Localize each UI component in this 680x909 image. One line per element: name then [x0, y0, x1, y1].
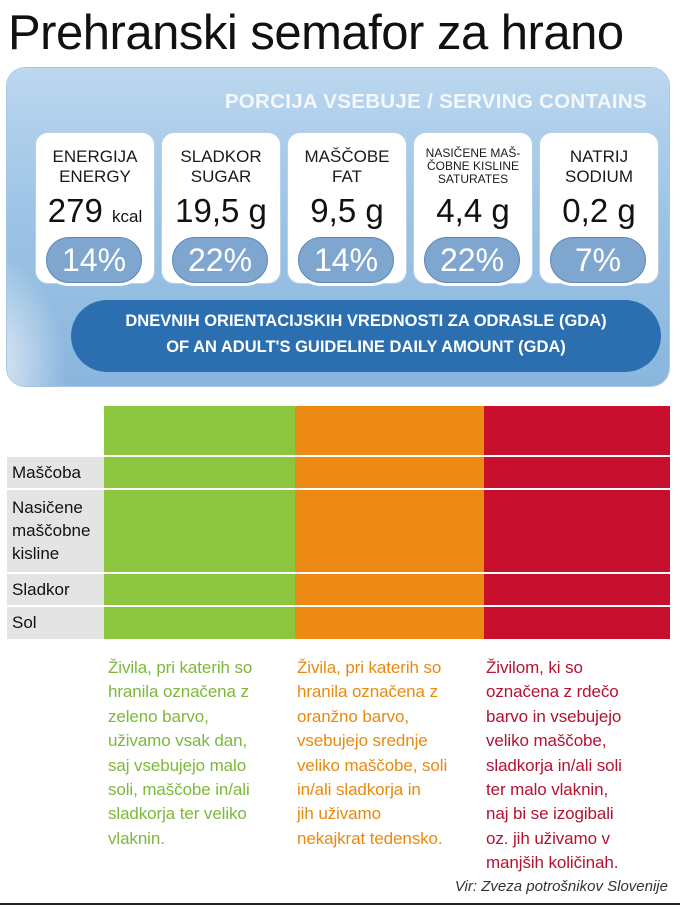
percent-badge-sodium: 7% [547, 234, 649, 286]
row-label-saturates-line1: Nasičene [12, 498, 83, 517]
nutrient-label-en: FAT [332, 167, 362, 186]
row-label-saturates-line2: maščobne [12, 521, 91, 540]
description-line: sladkorja ter veliko [108, 804, 247, 824]
nutrient-label-sl-2: ČOBNE KISLINE [426, 159, 520, 173]
row-label-saturates: Nasičene maščobne kisline [7, 490, 104, 572]
description-line: vlaknin. [108, 828, 165, 848]
description-line: barvo in vsebujejo [486, 706, 622, 726]
orange-column [295, 406, 484, 639]
serving-header: PORCIJA VSEBUJE / SERVING CONTAINS [224, 90, 647, 113]
nutrient-label-sl: SLADKOR [180, 147, 262, 166]
description-orange: Živila, pri katerih so hranila označena z… [297, 656, 482, 851]
nutrient-value: 279 kcal [47, 192, 143, 229]
description-line: hranila označena z [297, 682, 438, 702]
row-divider [104, 572, 670, 574]
gda-text-en: OF AN ADULT'S GUIDELINE DAILY AMOUNT (GD… [166, 338, 566, 356]
row-label-sugar: Sladkor [7, 574, 104, 605]
nutrient-value: 19,5 g [175, 192, 267, 229]
description-line: saj vsebujejo malo [108, 755, 247, 775]
description-red: Živilom, ki so označena z rdečo barvo in v… [486, 656, 671, 876]
page-title: Prehranski semafor za hrano [8, 6, 624, 60]
row-label-saturates-line3: kisline [12, 544, 60, 563]
nutrient-label-sl: MAŠČOBE [304, 147, 390, 166]
nutrient-label-sl: NATRIJ [569, 147, 629, 166]
row-divider [104, 605, 670, 607]
nutrient-label-sl: NASIČENE MAŠ- [425, 146, 521, 160]
description-line: jih uživamo [297, 804, 381, 824]
description-line: hranila označena z [108, 682, 249, 702]
nutrient-value: 9,5 g [310, 192, 384, 229]
row-divider [104, 488, 670, 490]
description-line: veliko maščobe, soli [297, 755, 448, 775]
percent-badge-energy: 14% [43, 234, 145, 286]
gda-text-sl: DNEVNIH ORIENTACIJSKIH VREDNOSTI ZA ODRA… [125, 312, 607, 330]
red-column [484, 406, 670, 639]
nutrition-label-panel: PORCIJA VSEBUJE / SERVING CONTAINS ENERG… [7, 68, 669, 386]
description-line: označena z rdečo [486, 682, 619, 702]
nutrient-value: 4,4 g [436, 192, 510, 229]
nutrient-value: 0,2 g [562, 192, 636, 229]
nutrient-box-energy: ENERGIJA ENERGY 279 kcal [35, 132, 155, 284]
nutrient-label-sl: ENERGIJA [52, 147, 138, 166]
row-divider [104, 455, 670, 457]
green-column [104, 406, 295, 639]
description-line: in/ali sladkorja in [297, 780, 421, 800]
row-label-salt: Sol [7, 607, 104, 639]
description-line: naj bi se izogibali [486, 804, 614, 824]
nutrient-unit: kcal [112, 207, 143, 226]
description-line: veliko maščobe, [486, 731, 607, 751]
description-line: vsebujejo srednje [297, 731, 428, 751]
nutrient-label-en: SATURATES [437, 172, 509, 186]
description-line: sladkorja in/ali soli [486, 755, 622, 775]
description-line: zeleno barvo, [108, 706, 209, 726]
nutrient-label-en: SODIUM [565, 167, 633, 186]
description-line: nekajkrat tedensko. [297, 828, 443, 848]
description-line: uživamo vsak dan, [108, 731, 248, 751]
description-line: Živila, pri katerih so [108, 658, 253, 677]
row-label-fat: Maščoba [7, 457, 104, 488]
description-line: ter malo vlaknin, [486, 780, 609, 800]
description-line: Živila, pri katerih so [297, 658, 442, 677]
description-line: soli, maščobe in/ali [108, 780, 250, 800]
source-credit: Vir: Zveza potrošnikov Slovenije [454, 878, 668, 895]
percent-badge-saturates: 22% [421, 234, 523, 286]
description-line: oranžno barvo, [297, 706, 410, 726]
description-line: manjših količinah. [486, 853, 619, 873]
percent-badge-fat: 14% [295, 234, 397, 286]
gda-band: DNEVNIH ORIENTACIJSKIH VREDNOSTI ZA ODRA… [71, 300, 661, 372]
nutrient-label-en: SUGAR [190, 167, 252, 186]
nutrient-label-en: ENERGY [59, 167, 131, 186]
description-line: Živilom, ki so [486, 658, 583, 677]
description-line: oz. jih uživamo v [486, 828, 610, 848]
percent-badge-sugar: 22% [169, 234, 271, 286]
bottom-rule [0, 903, 680, 905]
description-green: Živila, pri katerih so hranila označena z… [108, 656, 293, 851]
